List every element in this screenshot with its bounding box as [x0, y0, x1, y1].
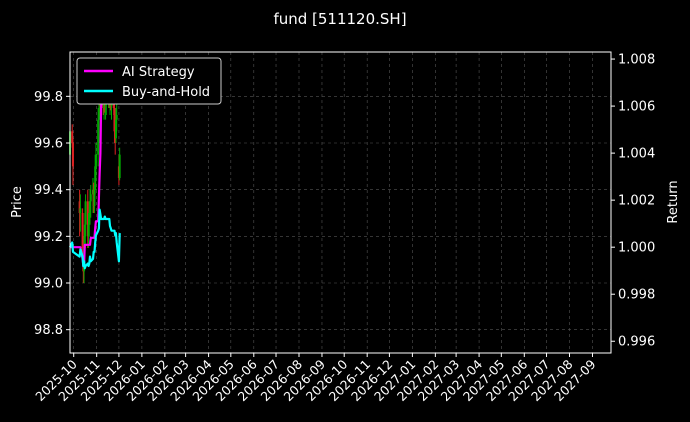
left-tick-label: 99.8: [34, 90, 63, 105]
legend-label-bh: Buy-and-Hold: [122, 85, 210, 100]
legend-label-ai: AI Strategy: [122, 65, 195, 80]
right-axis: 0.996 0.998 1.000 1.002 1.004 1.006 1.008: [611, 53, 655, 350]
y-axis-label-right: Return: [666, 180, 681, 223]
candle-body: [83, 224, 86, 248]
right-tick-label: 1.008: [618, 53, 655, 68]
plot-frame: [69, 51, 612, 354]
candle-body: [115, 115, 118, 120]
candle-body: [71, 143, 74, 167]
candle-body: [71, 131, 74, 143]
candle-body: [94, 154, 97, 167]
candle-body: [97, 119, 100, 155]
left-tick-label: 99.4: [34, 183, 63, 198]
candle-body: [88, 213, 91, 225]
candle-body: [89, 201, 92, 213]
candle-body: [94, 166, 97, 190]
candle-body: [79, 208, 82, 213]
right-tick-label: 1.000: [618, 241, 655, 256]
candle-body: [113, 108, 116, 132]
candle-body: [114, 119, 117, 139]
y-axis-label-left: Price: [10, 186, 25, 218]
candle-body: [84, 201, 87, 225]
left-tick-label: 99.2: [34, 230, 63, 245]
candle-body: [97, 108, 100, 120]
legend-box: [76, 57, 222, 105]
candle-body: [81, 213, 84, 248]
candle-body: [118, 154, 121, 178]
right-tick-label: 1.006: [618, 100, 655, 115]
left-tick-label: 99.0: [34, 277, 63, 292]
candle-body: [86, 201, 89, 237]
right-tick-label: 0.998: [618, 288, 655, 303]
chart-title: fund [511120.SH]: [273, 10, 406, 28]
candle-body: [87, 224, 90, 237]
left-axis: 98.8 99.0 99.2 99.4 99.6 99.8: [34, 90, 70, 338]
left-tick-label: 98.8: [34, 323, 63, 338]
series-line-buy-and-hold: [69, 208, 121, 270]
left-tick-label: 99.6: [34, 137, 63, 152]
right-tick-label: 0.996: [618, 335, 655, 350]
candle-body: [89, 194, 92, 202]
right-tick-label: 1.004: [618, 147, 655, 162]
right-tick-label: 1.002: [618, 194, 655, 209]
candle-body: [93, 189, 96, 206]
legend: AI Strategy Buy-and-Hold: [76, 57, 222, 105]
candle-body: [78, 201, 81, 213]
